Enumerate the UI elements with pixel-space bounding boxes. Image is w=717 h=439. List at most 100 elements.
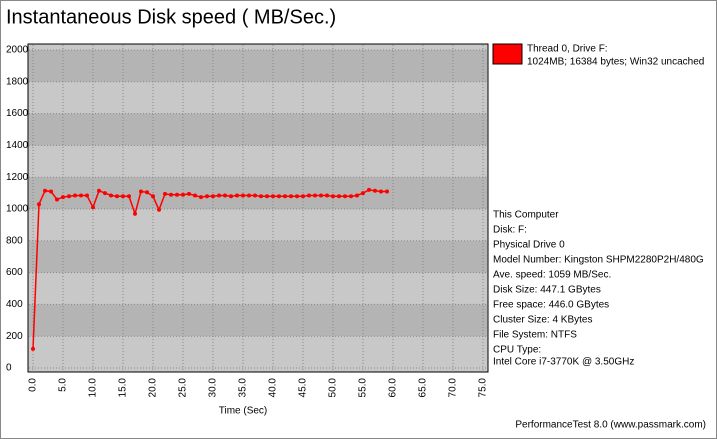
data-point [349, 194, 353, 199]
x-axis-label: Time (Sec) [219, 406, 268, 417]
data-point [115, 194, 119, 199]
x-tick-label: 60.0 [388, 378, 399, 398]
chart-title: Instantaneous Disk speed ( MB/Sec.) [6, 6, 336, 28]
x-tick-label: 0.0 [28, 378, 39, 392]
data-point [139, 189, 143, 194]
data-point [271, 194, 275, 199]
data-point [67, 194, 71, 199]
legend-label: Thread 0, Drive F: [527, 44, 608, 55]
y-tick-label: 800 [6, 235, 23, 246]
data-point [85, 193, 89, 198]
data-point [37, 202, 41, 207]
data-point [343, 194, 347, 199]
data-point [121, 194, 125, 199]
y-tick-label: 1600 [6, 108, 29, 119]
data-point [217, 193, 221, 198]
band [29, 50, 487, 82]
x-tick-label: 15.0 [118, 378, 129, 398]
data-point [163, 191, 167, 196]
data-point [181, 192, 185, 197]
x-tick-label: 20.0 [148, 378, 159, 398]
x-tick-label: 55.0 [358, 378, 369, 398]
info-line: Ave. speed: 1059 MB/Sec. [493, 270, 611, 281]
data-point [223, 193, 227, 198]
info-line: Cluster Size: 4 KBytes [493, 315, 592, 326]
data-point [229, 194, 233, 199]
data-point [277, 194, 281, 199]
legend-sublabel: 1024MB; 16384 bytes; Win32 uncached [527, 57, 704, 68]
x-tick-label: 70.0 [448, 378, 459, 398]
data-point [97, 188, 101, 193]
data-point [169, 192, 173, 197]
data-point [133, 211, 137, 216]
data-point [205, 194, 209, 199]
data-point [193, 193, 197, 198]
info-line: Physical Drive 0 [493, 240, 565, 251]
data-point [79, 193, 83, 198]
y-tick-label: 1200 [6, 172, 29, 183]
legend-swatch [492, 43, 523, 65]
data-point [331, 194, 335, 199]
data-point [319, 193, 323, 198]
footer: PerformanceTest 8.0 (www.passmark.com) [515, 420, 706, 431]
x-tick-label: 10.0 [88, 378, 99, 398]
x-tick-label: 25.0 [178, 378, 189, 398]
data-point [103, 191, 107, 196]
data-point [241, 193, 245, 198]
y-tick-label: 2000 [6, 45, 29, 56]
data-point [211, 194, 215, 199]
data-point [301, 194, 305, 199]
data-point [145, 190, 149, 195]
data-point [385, 189, 389, 194]
y-tick-label: 0 [6, 363, 12, 374]
info-line: File System: NTFS [493, 330, 577, 341]
data-point [289, 194, 293, 199]
data-point [283, 194, 287, 199]
data-point [325, 193, 329, 198]
data-point [247, 193, 251, 198]
data-point [307, 193, 311, 198]
y-tick-label: 1000 [6, 204, 29, 215]
data-point [187, 191, 191, 196]
data-point [175, 192, 179, 197]
y-tick-label: 400 [6, 299, 23, 310]
data-point [151, 194, 155, 199]
info-line: Model Number: Kingston SHPM2280P2H/480G [493, 255, 704, 266]
info-line: CPU Type: [493, 345, 541, 356]
x-tick-label: 50.0 [328, 378, 339, 398]
data-point [313, 193, 317, 198]
data-point [31, 346, 35, 351]
info-line: Disk: F: [493, 225, 527, 236]
band [29, 240, 487, 273]
data-point [259, 194, 263, 199]
data-point [337, 194, 341, 199]
data-point [235, 193, 239, 198]
x-tick-label: 35.0 [238, 378, 249, 398]
data-point [55, 197, 59, 202]
info-line: Intel Core i7-3770K @ 3.50GHz [493, 357, 634, 368]
x-tick-label: 30.0 [208, 378, 219, 398]
data-point [127, 194, 131, 199]
data-point [43, 188, 47, 193]
y-tick-label: 1400 [6, 140, 29, 151]
data-point [73, 193, 77, 198]
data-point [367, 187, 371, 192]
info-line: Disk Size: 447.1 GBytes [493, 285, 601, 296]
data-point [355, 193, 359, 198]
data-point [49, 189, 53, 194]
band [29, 304, 487, 337]
info-line: Free space: 446.0 GBytes [493, 300, 609, 311]
y-tick-label: 1800 [6, 76, 29, 87]
x-tick-label: 75.0 [478, 378, 489, 398]
data-point [199, 195, 203, 200]
data-point [295, 194, 299, 199]
x-tick-label: 40.0 [268, 378, 279, 398]
data-point [265, 194, 269, 199]
y-tick-label: 200 [6, 331, 23, 342]
y-tick-label: 600 [6, 267, 23, 278]
band [29, 113, 487, 146]
x-tick-label: 65.0 [418, 378, 429, 398]
data-point [253, 193, 257, 198]
data-point [379, 189, 383, 194]
